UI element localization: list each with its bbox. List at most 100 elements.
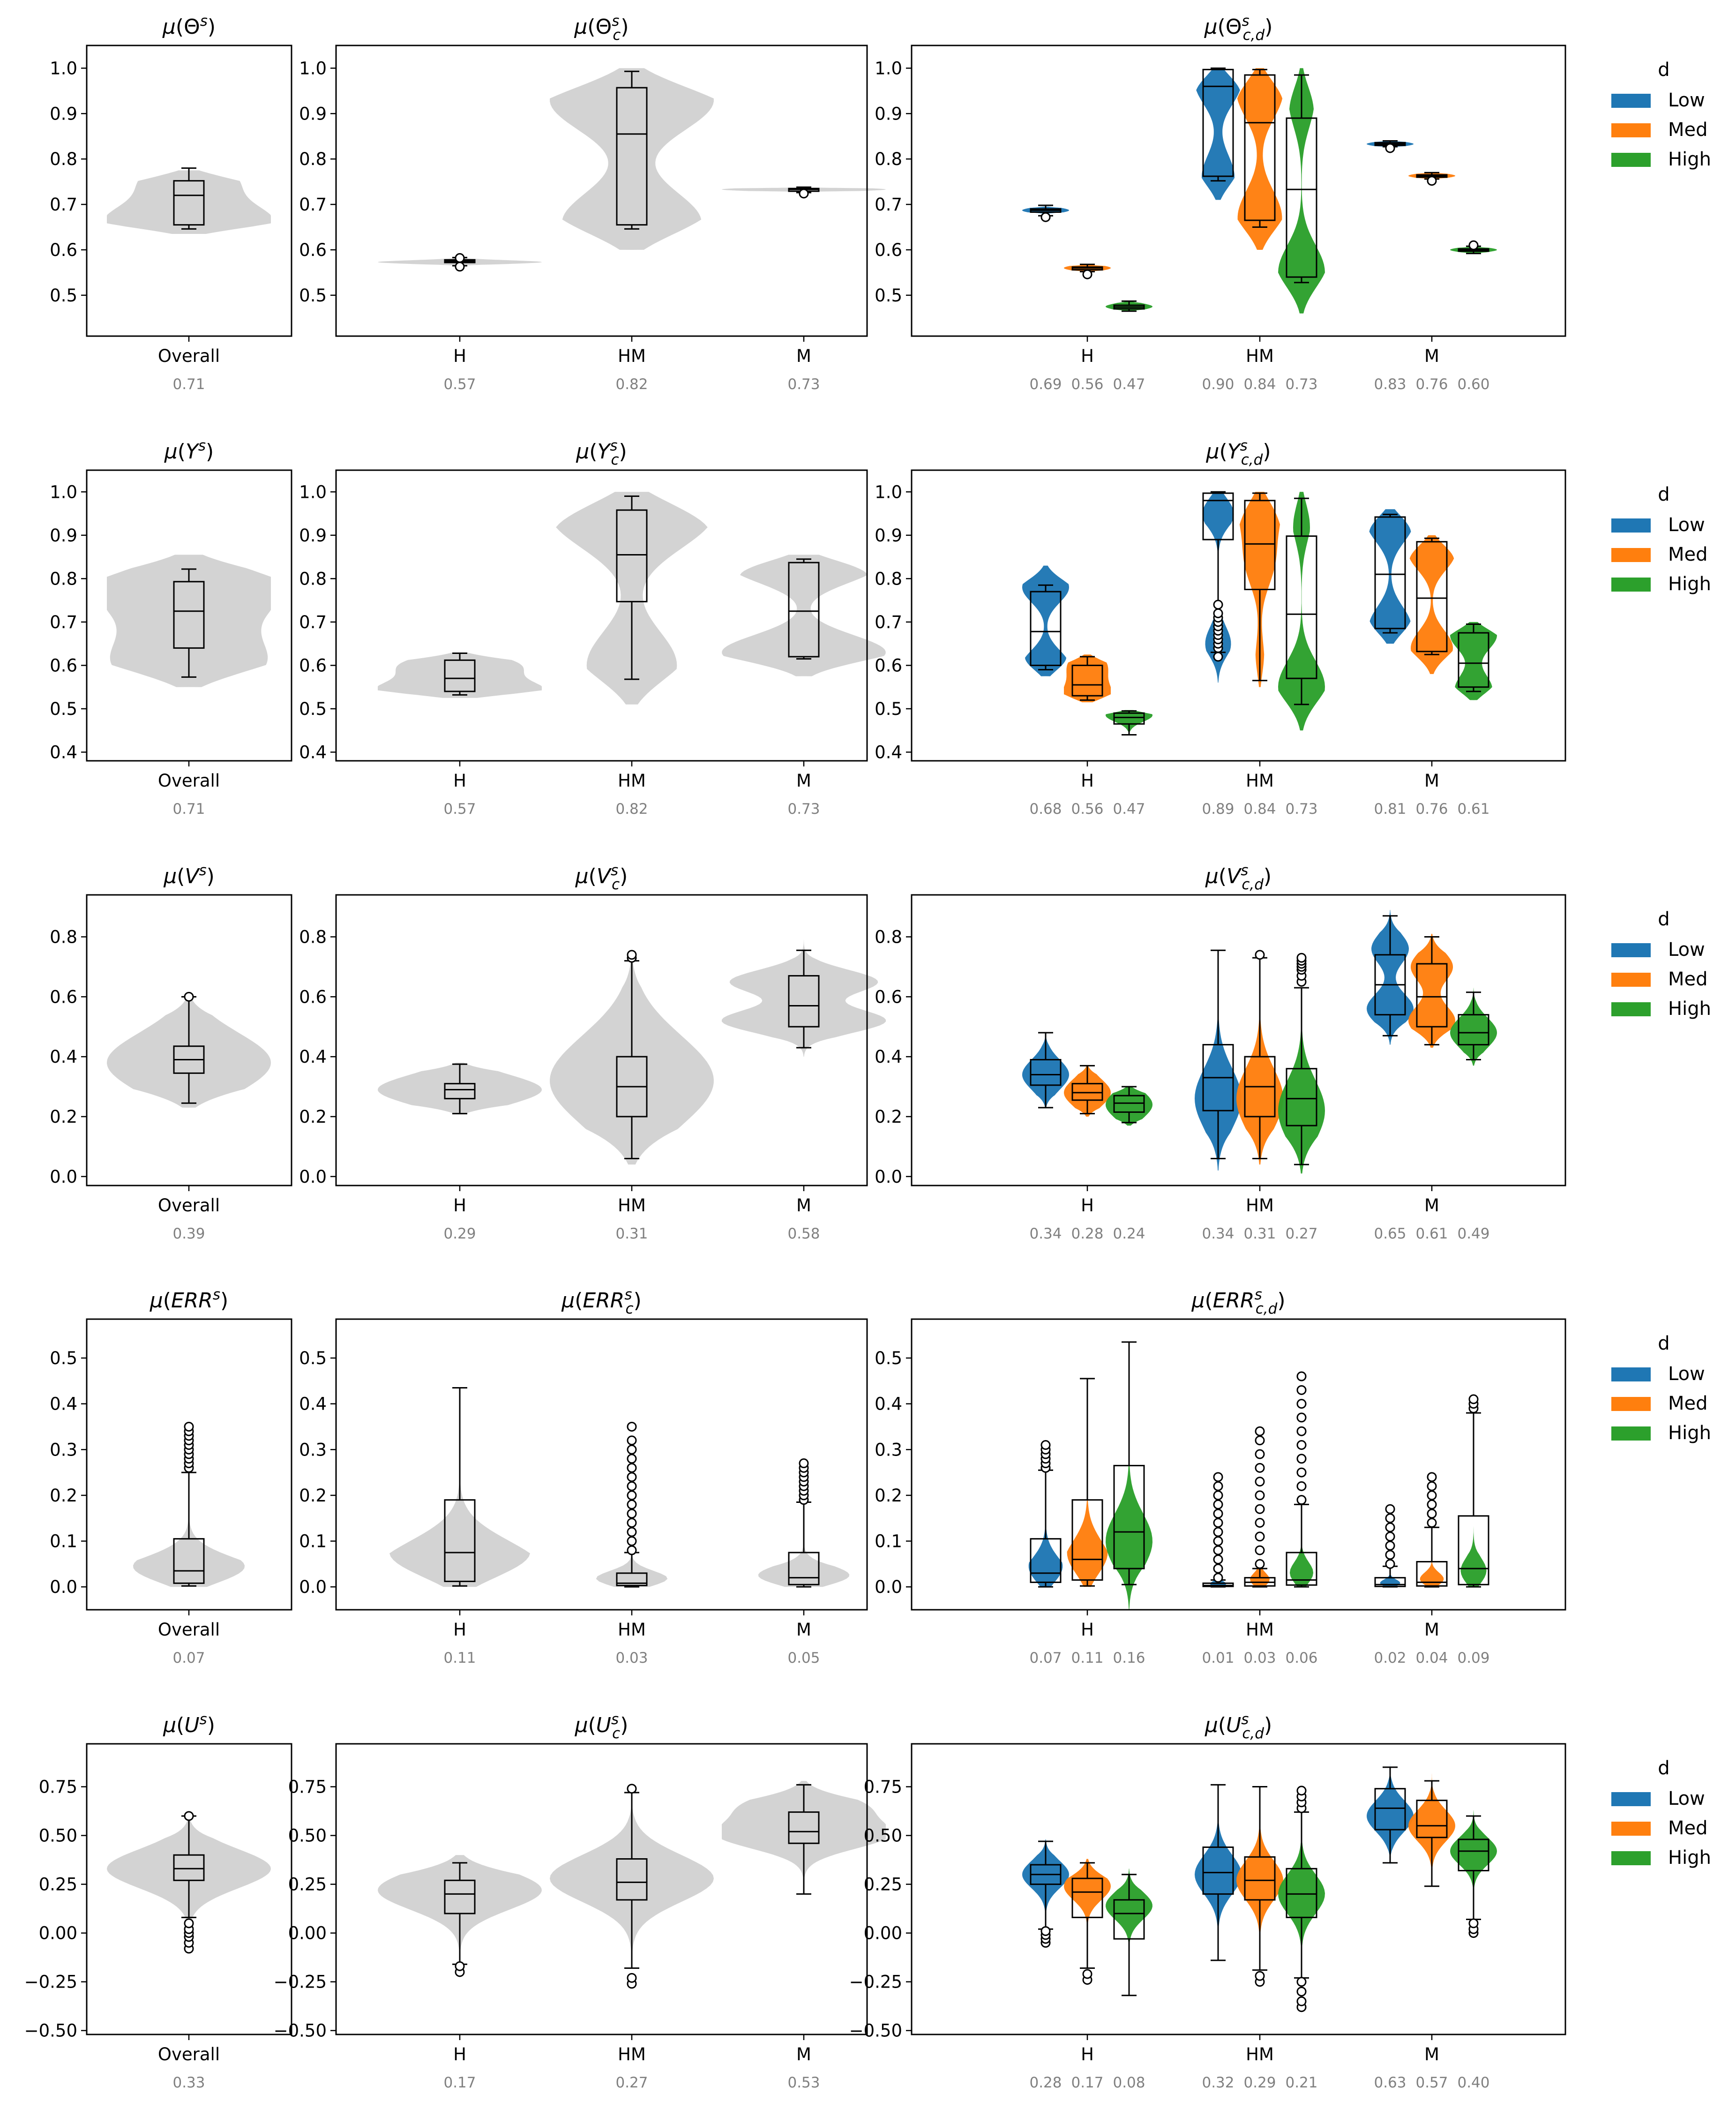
- box-outlier: [184, 1918, 194, 1929]
- y-tick-label: 0.4: [875, 1047, 902, 1067]
- panel-by-class: μ(Θs c) 0.5 0.6 0.7 0.8 0.9 1.0 H 0.57 HM 0.82 M 0.73: [299, 13, 886, 393]
- title-part: ): [1264, 1713, 1272, 1737]
- y-tick-label: 0.8: [299, 927, 327, 947]
- panel-title: μ(Us c): [575, 1711, 629, 1742]
- violin-body: [378, 652, 542, 698]
- violin-body: [1278, 492, 1325, 731]
- x-tick-label: M: [1424, 771, 1439, 791]
- y-tick-label: 0.5: [299, 1348, 327, 1368]
- box-iqr: [173, 180, 205, 226]
- mean-label: 0.73: [1285, 376, 1317, 393]
- title-part: μ: [163, 864, 177, 888]
- legend-swatch: [1611, 1822, 1651, 1836]
- axes-frame: [911, 45, 1566, 337]
- title-part: c,d: [1241, 451, 1263, 468]
- title-part: s: [1255, 1286, 1262, 1303]
- box-outlier: [1213, 1536, 1223, 1546]
- box-outlier: [627, 1536, 637, 1546]
- y-tick-label: 0.5: [50, 285, 77, 306]
- title-part: ERR: [171, 1289, 213, 1313]
- title-part: c,d: [1242, 1725, 1264, 1742]
- box-outlier: [1082, 269, 1092, 279]
- x-tick-label: HM: [1246, 2044, 1274, 2064]
- box-outlier: [1296, 1426, 1307, 1436]
- box-iqr: [1458, 1515, 1489, 1585]
- box-outlier: [1296, 1977, 1307, 1987]
- mean-label: 0.02: [1374, 1650, 1406, 1666]
- mean-label: 0.07: [1029, 1650, 1062, 1666]
- title-part: μ: [1204, 15, 1218, 39]
- panel-title: μ(Ys c,d): [1206, 437, 1271, 468]
- y-tick-label: 0.3: [875, 1440, 902, 1460]
- title-part: (: [588, 1713, 596, 1737]
- title-part: s: [611, 1711, 619, 1728]
- mean-label: 0.65: [1374, 1225, 1406, 1242]
- y-tick-label: 0.6: [875, 240, 902, 260]
- box-outlier: [1255, 1971, 1265, 1981]
- box-iqr: [616, 1858, 648, 1901]
- y-tick-label: 0.6: [50, 240, 77, 260]
- box-outlier: [1427, 1472, 1437, 1482]
- box-iqr: [788, 975, 820, 1028]
- y-tick-label: 1.0: [875, 482, 902, 502]
- violin-body: [1420, 1477, 1444, 1587]
- box-outlier: [1296, 1786, 1307, 1796]
- y-tick-label: 1.0: [299, 58, 327, 78]
- title-part: s: [200, 13, 208, 30]
- mean-label: 0.73: [1285, 801, 1317, 818]
- y-tick-label: 0.9: [50, 525, 77, 546]
- x-tick-label: H: [1081, 2044, 1094, 2064]
- mean-label: 0.32: [1202, 2074, 1234, 2091]
- mean-label: 0.61: [1457, 801, 1489, 818]
- box-outlier: [1040, 1926, 1051, 1936]
- y-tick-label: 0.4: [299, 742, 327, 762]
- y-tick-label: 0.00: [864, 1923, 902, 1944]
- box-outlier: [1296, 1412, 1307, 1423]
- title-part: ): [207, 1713, 215, 1737]
- mean-label: 0.27: [1285, 1225, 1317, 1242]
- panel-overall: μ(ERRs) 0.0 0.1 0.2 0.3 0.4 0.5 Overall 0.07: [50, 1286, 292, 1666]
- legend-label: High: [1668, 149, 1711, 170]
- legend-swatch: [1611, 94, 1651, 108]
- box-outlier: [1213, 1517, 1223, 1528]
- x-tick-label: Overall: [158, 1195, 220, 1216]
- title-part: U: [596, 1713, 611, 1737]
- mean-label: 0.76: [1415, 801, 1448, 818]
- y-tick-label: 1.0: [50, 482, 77, 502]
- box-iqr: [616, 1572, 648, 1586]
- box-outlier: [1427, 1481, 1437, 1491]
- box-outlier: [627, 1444, 637, 1455]
- box-outlier: [627, 1784, 637, 1794]
- box-outlier: [627, 1490, 637, 1501]
- violin-body: [1450, 988, 1497, 1066]
- x-tick-label: H: [1081, 771, 1094, 791]
- box-outlier: [1468, 240, 1479, 250]
- box-iqr: [1113, 1899, 1145, 1940]
- x-tick-label: M: [1424, 2044, 1439, 2064]
- title-part: ): [1265, 15, 1272, 39]
- x-tick-label: H: [1081, 1620, 1094, 1640]
- chart-row-y: μ(Ys)0.40.50.60.70.80.91.0Overall0.71μ(Y…: [50, 437, 1711, 818]
- box-outlier: [1427, 1499, 1437, 1509]
- title-part: c: [611, 451, 619, 468]
- y-tick-label: 0.4: [875, 1394, 902, 1414]
- legend: d Low Med High: [1611, 484, 1711, 595]
- mean-label: 0.81: [1374, 801, 1406, 818]
- violin-body: [1236, 952, 1283, 1165]
- violin-body: [550, 1785, 714, 1986]
- mean-label: 0.31: [615, 1225, 648, 1242]
- x-tick-label: M: [1424, 1620, 1439, 1640]
- mean-label: 0.49: [1457, 1225, 1489, 1242]
- box-iqr: [1244, 74, 1276, 221]
- box-outlier: [184, 1811, 194, 1821]
- box-outlier: [1213, 608, 1223, 618]
- legend: d Low Med High: [1611, 1757, 1711, 1869]
- y-tick-label: 0.2: [875, 1486, 902, 1506]
- box-outlier: [1213, 1509, 1223, 1519]
- axes-frame: [86, 894, 292, 1186]
- y-tick-label: 0.2: [50, 1107, 77, 1127]
- mean-label: 0.90: [1202, 376, 1234, 393]
- x-tick-label: HM: [618, 2044, 646, 2064]
- mean-label: 0.73: [787, 376, 820, 393]
- y-tick-label: 0.7: [875, 612, 902, 632]
